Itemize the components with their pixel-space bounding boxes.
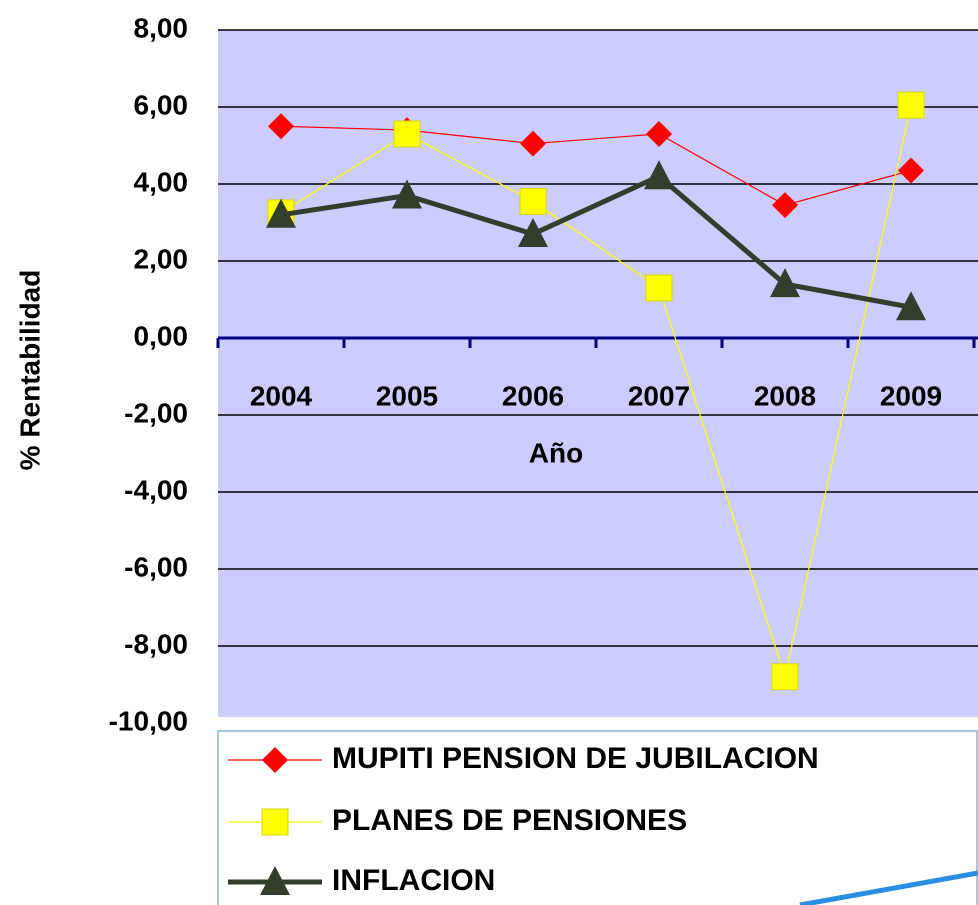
- data-point: [393, 120, 421, 148]
- legend-label: PLANES DE PENSIONES: [332, 804, 687, 837]
- x-tick-label: 2005: [376, 380, 438, 411]
- decoration: [799, 870, 978, 905]
- y-tick-label: -6,00: [124, 551, 188, 582]
- data-point: [897, 91, 925, 119]
- x-tick-label: 2009: [880, 380, 942, 411]
- y-tick-label: 2,00: [134, 243, 189, 274]
- series-line: [280, 125, 912, 206]
- y-axis-title: % Rentabilidad: [14, 270, 45, 471]
- data-point: [645, 274, 673, 302]
- y-tick-label: -2,00: [124, 397, 188, 428]
- y-tick-label: -8,00: [124, 628, 188, 659]
- data-point: [770, 268, 800, 298]
- series-line: [280, 173, 912, 310]
- data-point: [518, 218, 548, 248]
- y-tick-label: 0,00: [134, 320, 189, 351]
- legend-label: MUPITI PENSION DE JUBILACION: [332, 742, 819, 775]
- data-point: [644, 160, 674, 190]
- data-point: [519, 187, 547, 215]
- y-tick-label: -4,00: [124, 474, 188, 505]
- x-tick-label: 2007: [628, 380, 690, 411]
- data-point: [898, 157, 924, 184]
- legend-marker: [261, 808, 289, 836]
- legend-box: [217, 730, 978, 905]
- data-point: [896, 291, 926, 321]
- data-point: [771, 663, 799, 691]
- data-point: [520, 130, 546, 157]
- legend-marker: [260, 866, 290, 895]
- x-axis-title: Año: [529, 437, 583, 468]
- x-tick-label: 2008: [754, 380, 816, 411]
- y-tick-label: 8,00: [134, 12, 189, 43]
- x-tick-label: 2006: [502, 380, 564, 411]
- data-point: [392, 179, 422, 209]
- y-tick-label: 6,00: [134, 89, 189, 120]
- data-point: [266, 198, 296, 228]
- x-tick-label: 2004: [250, 380, 313, 411]
- data-point: [646, 120, 672, 147]
- legend-marker: [262, 747, 288, 773]
- series-line: [280, 104, 912, 680]
- data-point: [772, 192, 798, 219]
- y-tick-label: -10,00: [109, 705, 188, 736]
- data-point: [268, 113, 294, 140]
- y-tick-label: 4,00: [134, 166, 189, 197]
- plot-area: [218, 30, 978, 717]
- legend-label: INFLACION: [332, 864, 495, 897]
